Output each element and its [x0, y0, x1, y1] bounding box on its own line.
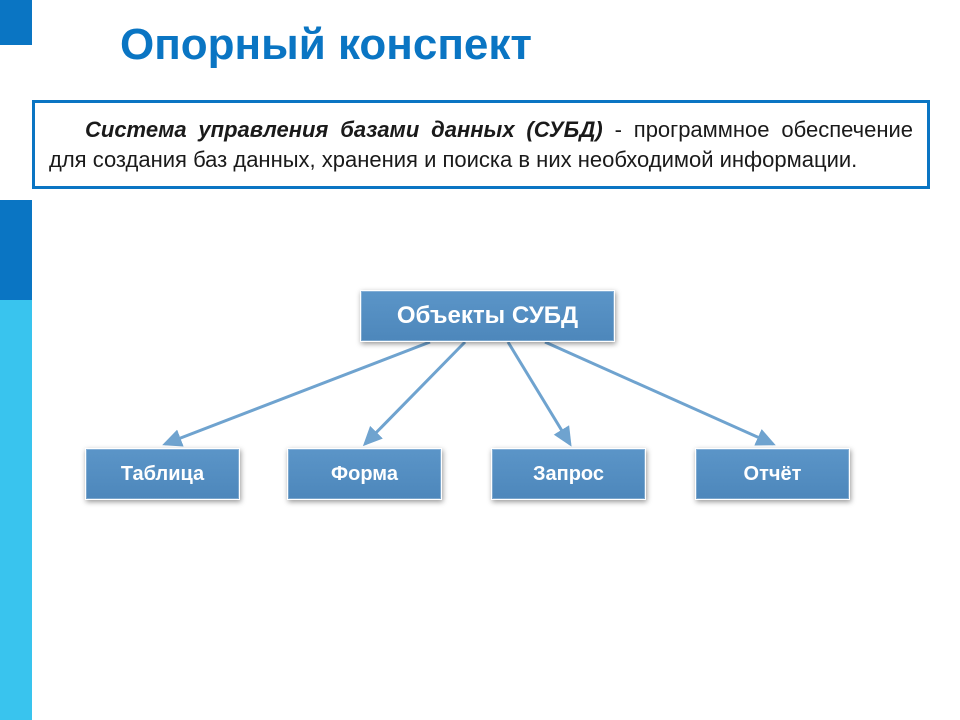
diagram-root-node: Объекты СУБД	[360, 290, 615, 342]
definition-term: Система управления базами данных (СУБД)	[85, 117, 603, 142]
diagram-arrow-3	[545, 342, 773, 444]
page-title: Опорный конспект	[120, 20, 532, 70]
left-bar-mid	[0, 200, 32, 300]
diagram-child-node-3: Отчёт	[695, 448, 850, 500]
diagram: Объекты СУБД Таблица Форма Запрос Отчёт	[60, 290, 910, 550]
diagram-child-node-1: Форма	[287, 448, 442, 500]
definition-box: Система управления базами данных (СУБД) …	[32, 100, 930, 189]
diagram-arrow-2	[508, 342, 570, 444]
diagram-child-node-2: Запрос	[491, 448, 646, 500]
diagram-arrow-0	[165, 342, 430, 444]
definition-text: Система управления базами данных (СУБД) …	[49, 115, 913, 174]
left-bar-lower	[0, 300, 32, 720]
diagram-arrow-1	[365, 342, 465, 444]
diagram-child-node-0: Таблица	[85, 448, 240, 500]
left-bar-top	[0, 0, 32, 45]
